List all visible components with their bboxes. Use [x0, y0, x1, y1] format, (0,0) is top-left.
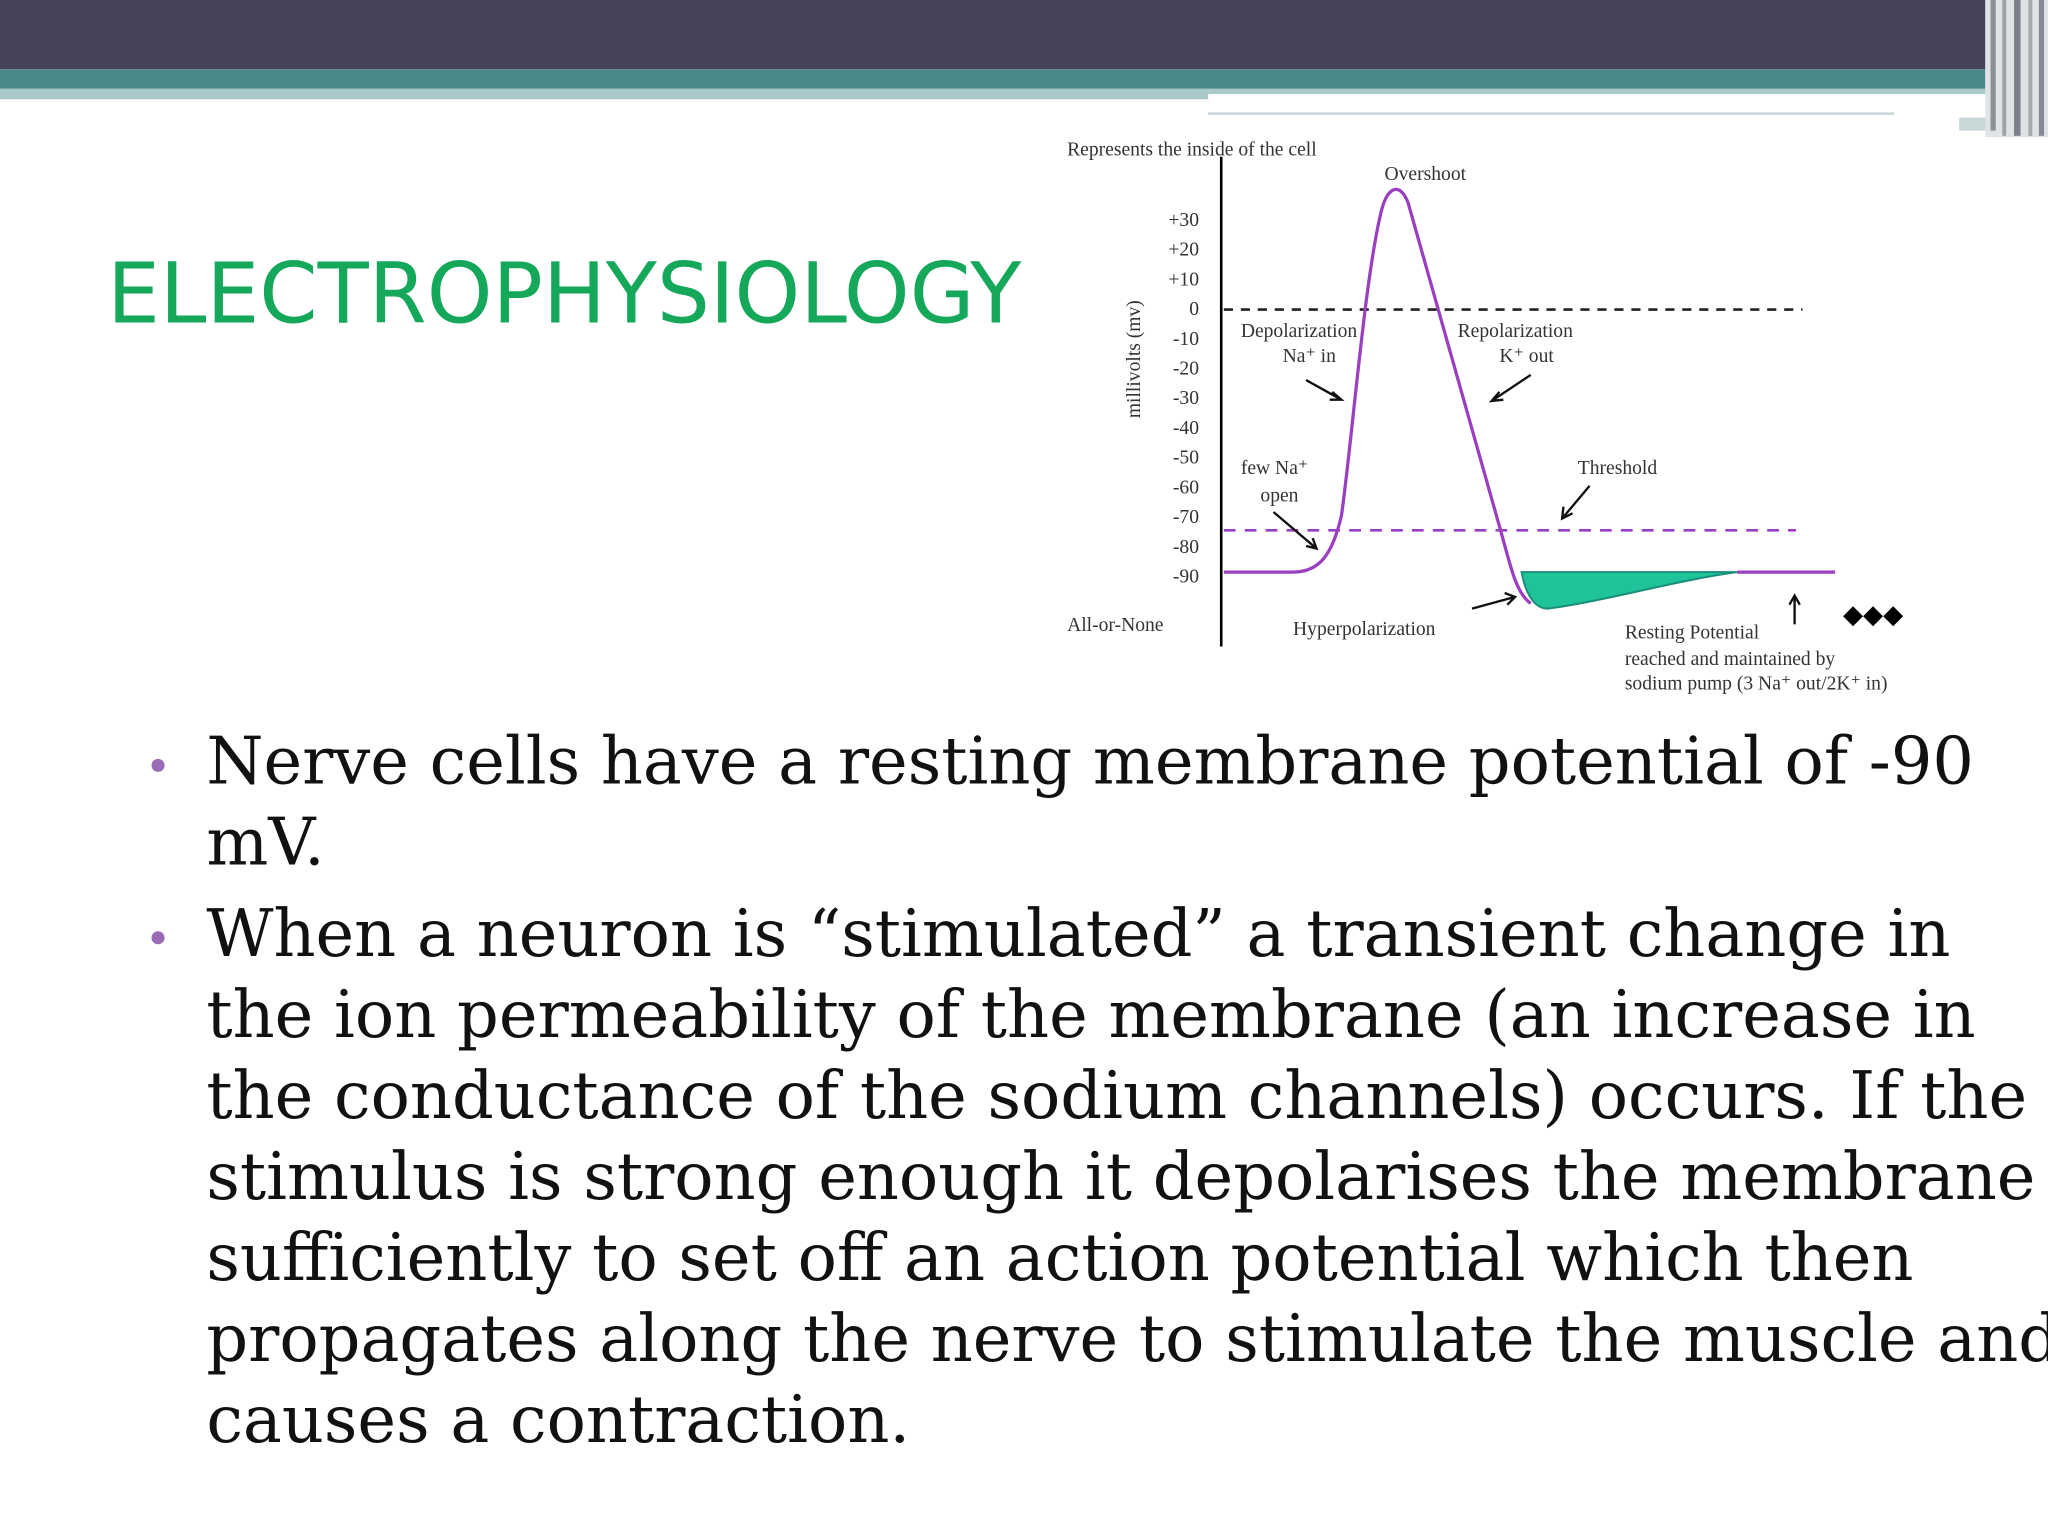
y-tick-label: -40: [1173, 418, 1199, 439]
y-tick-label: -30: [1173, 388, 1199, 409]
arrows: [1272, 373, 1801, 625]
bullet-list: Nerve cells have a resting membrane pote…: [151, 724, 2048, 1458]
y-tick-label: -50: [1173, 448, 1199, 469]
all-or-none-label: All-or-None: [1067, 615, 1164, 636]
y-tick-label: +20: [1168, 240, 1199, 261]
header-stripe: [0, 69, 1986, 89]
depolarization-label: Depolarization: [1241, 321, 1358, 342]
arrow: [1305, 379, 1345, 401]
header-stripe-light: [0, 88, 1209, 100]
hyperpolarization-label: Hyperpolarization: [1293, 619, 1436, 640]
y-tick-label: 0: [1189, 299, 1199, 320]
bullet-text: When a neuron is “stimulated” a transien…: [206, 896, 1950, 972]
arrow: [1471, 591, 1518, 610]
arrow: [1488, 373, 1532, 403]
bullet-text: the ion permeability of the membrane (an…: [206, 977, 1975, 1053]
header-stripe-light: [1208, 88, 1986, 95]
header-bar: [0, 0, 1986, 70]
y-tick-label: +30: [1168, 210, 1199, 231]
arrow: [1788, 593, 1801, 625]
resting-label: reached and maintained by: [1625, 649, 1836, 670]
y-tick-label: -80: [1173, 537, 1199, 558]
bullet-text: the conductance of the sodium channels) …: [206, 1058, 2027, 1134]
repolarization-label: K⁺ out: [1499, 346, 1554, 367]
hyperpolarization-fill: [1520, 571, 1738, 610]
y-tick-label: -70: [1173, 507, 1199, 528]
action-potential-curve: [1223, 187, 1532, 605]
repolarization-label: Repolarization: [1458, 321, 1573, 342]
resting-label: Resting Potential: [1625, 623, 1760, 644]
bullet-text: sufficiently to set off an action potent…: [206, 1220, 1913, 1296]
bullet-text: mV.: [206, 805, 324, 881]
arrow: [1272, 511, 1319, 551]
header-line: [1208, 112, 1894, 115]
few-na-label: few Na⁺: [1241, 458, 1308, 479]
y-tick-label: -90: [1173, 567, 1199, 588]
bullet-dot: [151, 931, 165, 945]
bullet-dot: [151, 758, 165, 772]
y-tick-label: -10: [1173, 329, 1199, 350]
figure-caption: Represents the inside of the cell: [1067, 139, 1317, 160]
corner-stripe: [2038, 0, 2045, 136]
overshoot-label: Overshoot: [1384, 164, 1466, 185]
bullet-text: propagates along the nerve to stimulate …: [206, 1301, 2048, 1377]
arrow: [1560, 485, 1591, 521]
y-ticks: +30 +20 +10 0 -10 -20 -30 -40 -50 -60 -70 -80 -90: [1168, 210, 1199, 588]
diamonds: ◆◆◆: [1843, 600, 1903, 629]
bullet-text: stimulus is strong enough it depolarises…: [206, 1139, 2035, 1215]
slide-title: ELECTROPHYSIOLOGY: [107, 245, 1022, 343]
y-tick-label: +10: [1168, 269, 1199, 290]
corner-stripes: [1985, 0, 2048, 138]
corner-stripe: [1990, 0, 1996, 131]
corner-stripe: [2002, 0, 2007, 136]
threshold-label: Threshold: [1578, 458, 1658, 479]
action-potential-figure: Represents the inside of the cell Oversh…: [1067, 139, 1903, 694]
y-tick-label: -20: [1173, 359, 1199, 380]
few-na-label: open: [1260, 486, 1298, 507]
resting-label: sodium pump (3 Na⁺ out/2K⁺ in): [1625, 674, 1888, 695]
corner-stripe: [2028, 0, 2033, 136]
y-axis-label: millivolts (mv): [1124, 300, 1145, 418]
bullet-text: Nerve cells have a resting membrane pote…: [206, 724, 1974, 800]
y-tick-label: -60: [1173, 477, 1199, 498]
bullet-text: causes a contraction.: [206, 1382, 910, 1458]
depolarization-label: Na⁺ in: [1283, 346, 1336, 367]
corner-stripe: [2014, 0, 2021, 136]
